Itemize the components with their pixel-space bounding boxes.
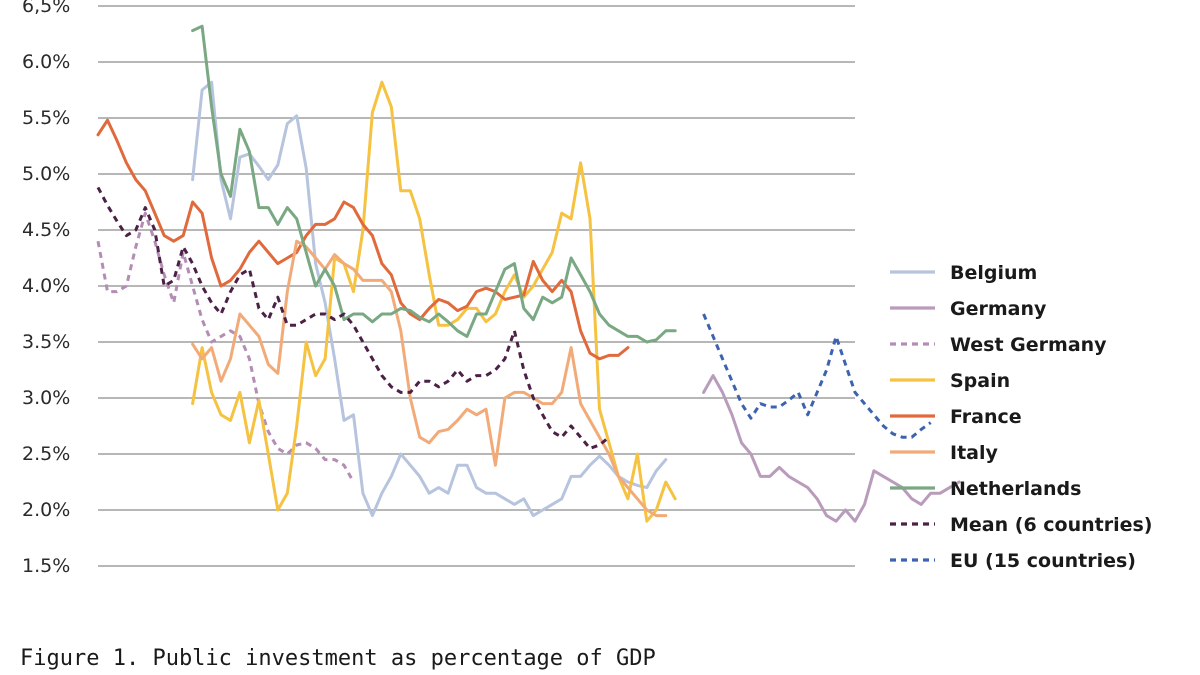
y-tick-label: 5.5% <box>22 107 70 129</box>
series-line-eu-15-countries <box>702 313 932 439</box>
legend-label-belgium: Belgium <box>950 262 1037 284</box>
series-line-belgium <box>191 80 668 518</box>
legend-label-eu-15-countries: EU (15 countries) <box>950 550 1136 572</box>
legend: Belgium Germany West Germany Spain France Ita… <box>890 262 1153 572</box>
legend-label-italy: Italy <box>950 442 998 464</box>
gridlines <box>98 5 855 567</box>
series-line-italy <box>191 239 668 518</box>
y-tick-label: 1.5% <box>22 555 70 577</box>
figure-caption: Figure 1. Public investment as percentag… <box>20 646 656 671</box>
series-line-netherlands <box>191 24 677 344</box>
y-axis-ticks: 6,5% 6.0% 5.5% 5.0% 4.5% 4.0% 3.5% 3.0% 2.5% 2.0%… <box>22 0 70 577</box>
y-tick-label: 3.0% <box>22 387 70 409</box>
legend-label-west-germany: West Germany <box>950 334 1107 356</box>
legend-label-netherlands: Netherlands <box>950 478 1081 500</box>
line-chart: 6,5% 6.0% 5.5% 5.0% 4.5% 4.0% 3.5% 3.0% 2.5% 2.0%… <box>22 0 1153 577</box>
y-tick-label: 4.0% <box>22 275 70 297</box>
y-tick-label: 4.5% <box>22 219 70 241</box>
series-line-west-germany <box>96 211 355 483</box>
series-lines <box>96 24 961 523</box>
legend-label-germany: Germany <box>950 298 1047 320</box>
y-tick-label: 5.0% <box>22 163 70 185</box>
series-line-germany <box>702 374 961 523</box>
legend-label-spain: Spain <box>950 370 1010 392</box>
y-tick-label: 3.5% <box>22 331 70 353</box>
series-line-spain <box>191 80 677 523</box>
y-tick-label: 2.5% <box>22 443 70 465</box>
y-tick-label: 6,5% <box>22 0 70 17</box>
y-tick-label: 2.0% <box>22 499 70 521</box>
y-tick-label: 6.0% <box>22 51 70 73</box>
series-line-france <box>96 118 630 361</box>
legend-label-mean-6-countries: Mean (6 countries) <box>950 514 1153 536</box>
legend-label-france: France <box>950 406 1022 428</box>
